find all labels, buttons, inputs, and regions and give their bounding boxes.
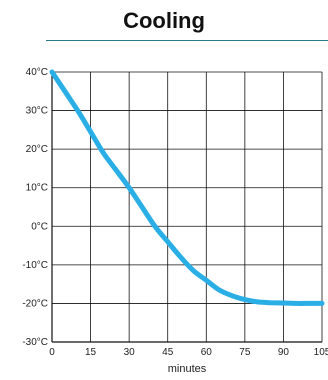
x-tick-label: 15 [85,347,97,358]
x-tick-label: 60 [201,347,213,358]
chart-title: Cooling [123,8,205,33]
x-tick-labels: 0 15 30 45 60 75 90 105 [49,347,328,358]
x-tick-label: 75 [239,347,251,358]
y-tick-label: 30°C [26,106,48,117]
series-line [49,69,325,306]
y-tick-label: 40°C [26,67,48,78]
y-tick-label: -10°C [22,260,48,271]
y-tick-labels: 40°C 30°C 20°C 10°C 0°C -10°C -20°C -30°C [22,67,48,348]
x-axis-label: minutes [168,363,207,375]
x-tick-label: 45 [162,347,174,358]
y-tick-label: -30°C [22,337,48,348]
x-tick-label: 0 [49,347,55,358]
y-tick-label: 20°C [26,144,48,155]
x-tick-label: 90 [278,347,290,358]
x-tick-label: 30 [124,347,136,358]
y-tick-label: 0°C [31,221,48,232]
grid [51,71,323,343]
title-underline [46,40,328,41]
y-tick-label: -20°C [22,298,48,309]
x-tick-label: 105 [314,347,328,358]
y-tick-label: 10°C [26,183,48,194]
